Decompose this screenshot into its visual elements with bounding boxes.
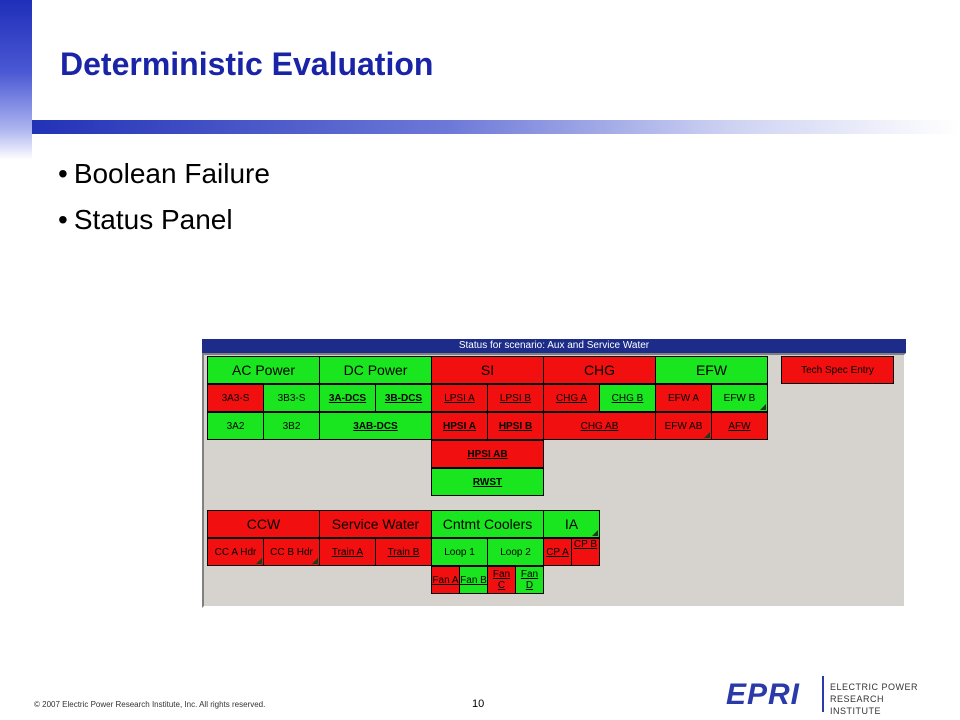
cell-service-water[interactable]: Service Water xyxy=(319,510,432,538)
cell-3b3-s[interactable]: 3B3-S xyxy=(263,384,320,412)
bullet-boolean-failure: Boolean Failure xyxy=(58,156,270,202)
cell-lpsi-b[interactable]: LPSI B xyxy=(487,384,544,412)
cell-fan-c[interactable]: Fan C xyxy=(487,566,516,594)
cell-efw[interactable]: EFW xyxy=(655,356,768,384)
slide-title: Deterministic Evaluation xyxy=(60,46,434,82)
cell-hpsi-b[interactable]: HPSI B xyxy=(487,412,544,440)
cell-fan-a[interactable]: Fan A xyxy=(431,566,460,594)
status-panel-titlebar: Status for scenario: Aux and Service Wat… xyxy=(202,339,906,353)
copyright-footer: © 2007 Electric Power Research Institute… xyxy=(34,700,266,709)
cell-ia[interactable]: IA xyxy=(543,510,600,538)
cell-efw-b[interactable]: EFW B xyxy=(711,384,768,412)
cell-3b2[interactable]: 3B2 xyxy=(263,412,320,440)
cell-cp-b[interactable]: CP B xyxy=(571,538,600,566)
bullet-status-panel: Status Panel xyxy=(58,202,270,248)
cell-3ab-dcs[interactable]: 3AB-DCS xyxy=(319,412,432,440)
cell-3a-dcs[interactable]: 3A-DCS xyxy=(319,384,376,412)
cell-dc-power[interactable]: DC Power xyxy=(319,356,432,384)
cell-afw[interactable]: AFW xyxy=(711,412,768,440)
logo-divider xyxy=(822,676,824,712)
cell-rwst[interactable]: RWST xyxy=(431,468,544,496)
cell-train-a[interactable]: Train A xyxy=(319,538,376,566)
epri-logo: EPRI ELECTRIC POWER RESEARCH INSTITUTE xyxy=(726,676,926,716)
cell-ac-power[interactable]: AC Power xyxy=(207,356,320,384)
cell-efw-a[interactable]: EFW A xyxy=(655,384,712,412)
cell-hpsi-ab[interactable]: HPSI AB xyxy=(431,440,544,468)
cell-loop-1[interactable]: Loop 1 xyxy=(431,538,488,566)
status-panel: AC Power DC Power SI CHG EFW Tech Spec E… xyxy=(202,353,906,608)
cell-3a3-s[interactable]: 3A3-S xyxy=(207,384,264,412)
cell-hpsi-a[interactable]: HPSI A xyxy=(431,412,488,440)
cell-train-b[interactable]: Train B xyxy=(375,538,432,566)
cell-fan-d[interactable]: Fan D xyxy=(515,566,544,594)
page-number: 10 xyxy=(472,698,485,710)
cell-loop-2[interactable]: Loop 2 xyxy=(487,538,544,566)
cell-cntmt-coolers[interactable]: Cntmt Coolers xyxy=(431,510,544,538)
cell-cp-a[interactable]: CP A xyxy=(543,538,572,566)
cell-chg[interactable]: CHG xyxy=(543,356,656,384)
cell-tech-spec-entry[interactable]: Tech Spec Entry xyxy=(781,356,894,384)
cell-ccw[interactable]: CCW xyxy=(207,510,320,538)
logo-wordmark: EPRI xyxy=(726,678,801,711)
cell-cc-b-hdr[interactable]: CC B Hdr xyxy=(263,538,320,566)
bullet-list: Boolean Failure Status Panel xyxy=(58,156,270,248)
logo-subtitle: ELECTRIC POWER RESEARCH INSTITUTE xyxy=(830,682,919,716)
title-rule xyxy=(32,120,960,134)
cell-cc-a-hdr[interactable]: CC A Hdr xyxy=(207,538,264,566)
cell-si[interactable]: SI xyxy=(431,356,544,384)
cell-chg-b[interactable]: CHG B xyxy=(599,384,656,412)
cell-efw-ab[interactable]: EFW AB xyxy=(655,412,712,440)
cell-3b-dcs[interactable]: 3B-DCS xyxy=(375,384,432,412)
cell-chg-ab[interactable]: CHG AB xyxy=(543,412,656,440)
cell-fan-b[interactable]: Fan B xyxy=(459,566,488,594)
cell-chg-a[interactable]: CHG A xyxy=(543,384,600,412)
cell-3a2[interactable]: 3A2 xyxy=(207,412,264,440)
cell-lpsi-a[interactable]: LPSI A xyxy=(431,384,488,412)
left-accent-bar xyxy=(0,0,32,160)
